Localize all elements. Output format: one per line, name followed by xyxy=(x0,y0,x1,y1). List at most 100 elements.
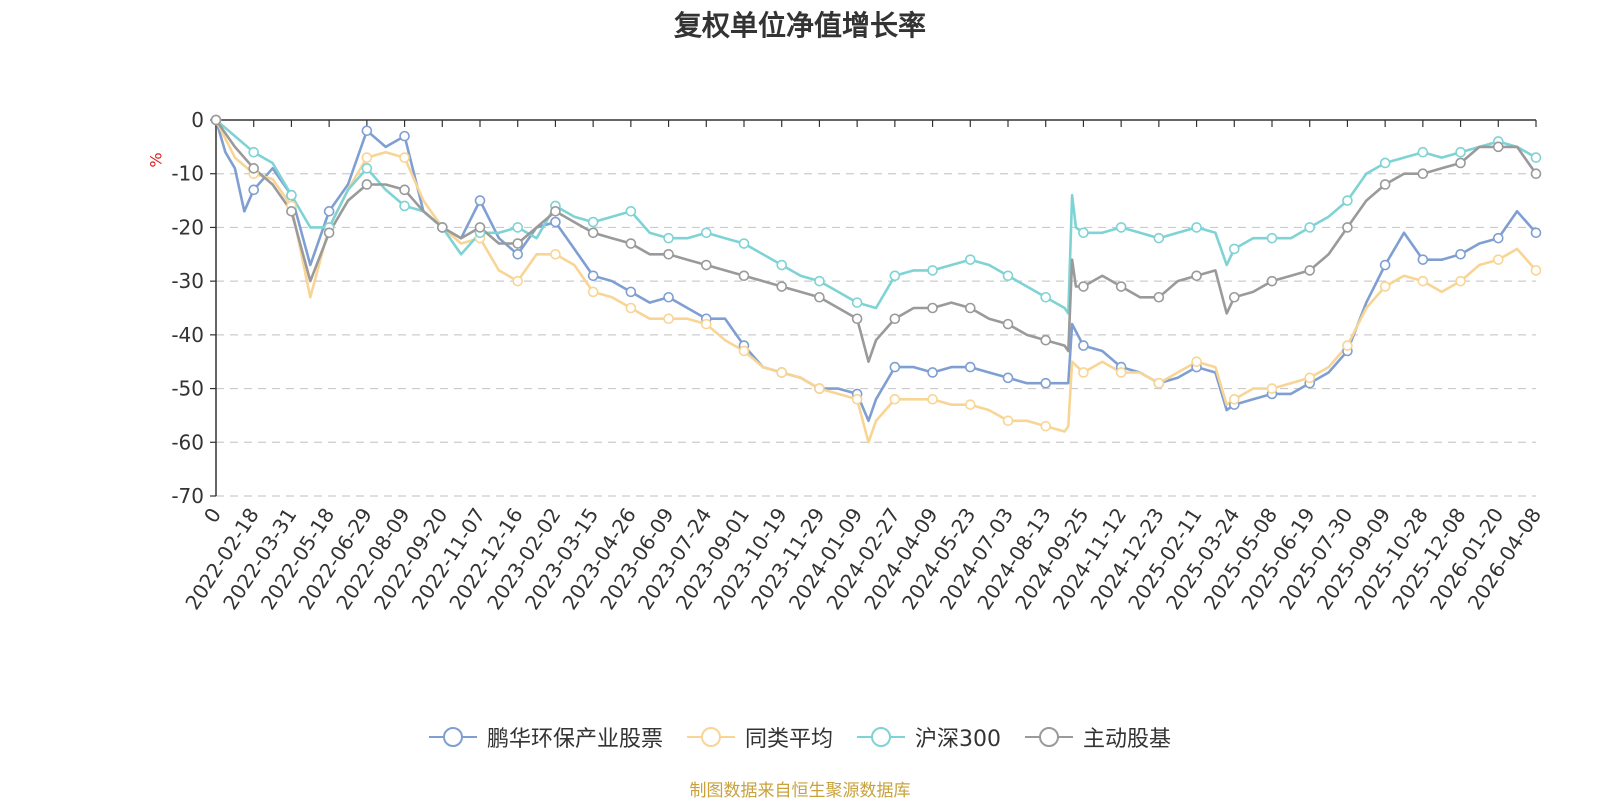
series-0-point-marker xyxy=(625,286,637,298)
series-0-point-marker xyxy=(1379,259,1391,271)
series-2-point-marker xyxy=(1417,146,1429,158)
series-3-point-marker xyxy=(1153,291,1165,303)
series-1-point-marker xyxy=(1153,377,1165,389)
series-2-point-marker xyxy=(776,259,788,271)
series-1-point-marker xyxy=(1342,340,1353,351)
source-note: 制图数据来自恒生聚源数据库 xyxy=(689,781,911,801)
series-0-point-marker xyxy=(927,367,938,378)
series-0-point-marker xyxy=(663,291,674,303)
series-1-point-marker xyxy=(738,345,750,357)
series-3-point-marker xyxy=(436,222,448,233)
series-1-point-marker xyxy=(1115,367,1127,378)
series-0-point-marker xyxy=(889,361,901,373)
series-3-point-marker xyxy=(663,248,674,260)
series-3-point-marker xyxy=(1379,179,1391,190)
series-2-point-marker xyxy=(927,265,938,276)
series-0-point-marker xyxy=(964,361,976,373)
series-3-point-marker xyxy=(399,184,410,196)
series-1-point-marker xyxy=(399,152,410,163)
series-2-point-marker xyxy=(700,227,712,239)
series-1-point-marker xyxy=(1417,275,1429,287)
series-3-point-marker xyxy=(1530,168,1542,180)
series-markers xyxy=(210,114,1542,432)
series-0-point-marker xyxy=(1530,227,1542,239)
series-3-point-marker xyxy=(1115,281,1127,292)
series-1-point-marker xyxy=(1228,394,1240,405)
series-1-point-marker xyxy=(587,286,599,298)
series-0-point-marker xyxy=(550,216,561,228)
series-2-point-marker xyxy=(286,189,297,201)
y-tick-label: -40 xyxy=(171,323,204,347)
series-0-point-marker xyxy=(1040,377,1052,389)
series-2-point-marker xyxy=(1002,270,1014,282)
series-3-point-marker xyxy=(210,114,222,126)
legend-item-series-1[interactable]: 同类平均 xyxy=(686,721,833,753)
series-3-point-marker xyxy=(248,163,260,174)
series-0-point-marker xyxy=(399,130,410,142)
series-3-point-marker xyxy=(1266,275,1278,287)
series-3-point-marker xyxy=(851,313,863,325)
series-0-point-marker xyxy=(248,184,260,196)
series-0-point-marker xyxy=(1078,340,1089,351)
legend-label: 鹏华环保产业股票 xyxy=(486,727,663,752)
series-1-point-marker xyxy=(1492,254,1504,265)
legend: 鹏华环保产业股票 同类平均 沪深300 主动股基 xyxy=(0,721,1600,753)
series-2-point-marker xyxy=(1304,222,1316,233)
series-1-point-marker xyxy=(625,302,637,314)
series-1-point-marker xyxy=(1304,372,1316,384)
legend-label: 主动股基 xyxy=(1083,727,1172,752)
series-3-point-marker xyxy=(474,222,486,233)
series-1-point-marker xyxy=(663,313,674,325)
series-3-point-marker xyxy=(889,313,901,325)
series-1-point-marker xyxy=(1040,420,1052,432)
series-1-point-marker xyxy=(700,318,712,330)
legend-item-series-2[interactable]: 沪深300 xyxy=(857,721,1001,753)
x-tick-label: 0 xyxy=(199,503,226,527)
y-tick-label: -70 xyxy=(171,484,204,508)
series-line-0 xyxy=(214,118,1538,423)
series-2-point-marker xyxy=(1191,222,1202,233)
legend-item-series-3[interactable]: 主动股基 xyxy=(1025,721,1171,753)
series-2-point-marker xyxy=(1115,222,1127,233)
series-2-point-marker xyxy=(964,254,976,265)
series-3-point-marker xyxy=(927,302,938,314)
series-0-point-marker xyxy=(323,206,335,217)
legend-label: 沪深300 xyxy=(915,727,1001,752)
series-3-point-marker xyxy=(286,206,297,217)
series-3-point-marker xyxy=(550,206,561,217)
legend-line-circle-icon xyxy=(686,727,735,747)
series-0-point-marker xyxy=(587,270,599,282)
series-2-point-marker xyxy=(1078,227,1089,239)
gridlines xyxy=(216,173,1536,497)
series-1-point-marker xyxy=(851,394,863,405)
series-2-point-marker xyxy=(1379,157,1391,169)
series-2-point-marker xyxy=(1040,291,1052,303)
series-1-point-marker xyxy=(550,248,561,260)
chart-title: 复权单位净值增长率 xyxy=(673,9,926,42)
legend-item-series-0[interactable]: 鹏华环保产业股票 xyxy=(428,721,663,753)
series-0-point-marker xyxy=(1455,248,1466,260)
legend-label: 同类平均 xyxy=(744,727,833,752)
series-0-point-marker xyxy=(1417,254,1429,265)
series-2-point-marker xyxy=(512,222,524,233)
series-line-3 xyxy=(214,118,1538,363)
series-3-point-marker xyxy=(625,238,637,249)
series-1-point-marker xyxy=(1266,383,1278,394)
series-2-point-marker xyxy=(851,297,863,308)
series-line-2 xyxy=(214,118,1538,315)
series-3-point-marker xyxy=(1417,168,1429,180)
series-3-point-marker xyxy=(1228,291,1240,303)
series-1-point-marker xyxy=(1530,265,1542,276)
series-2-point-marker xyxy=(1228,243,1240,255)
series-3-point-marker xyxy=(776,281,788,292)
series-2-point-marker xyxy=(738,238,750,249)
legend-line-circle-icon xyxy=(428,727,477,747)
series-1-point-marker xyxy=(776,367,788,378)
series-2-point-marker xyxy=(1153,232,1165,244)
series-2-point-marker xyxy=(1342,195,1353,206)
series-3-point-marker xyxy=(1002,318,1014,330)
series-1-point-marker xyxy=(1191,356,1202,368)
series-1-point-marker xyxy=(964,399,976,410)
y-axis-unit-label: % xyxy=(147,152,166,167)
series-2-point-marker xyxy=(399,200,410,212)
